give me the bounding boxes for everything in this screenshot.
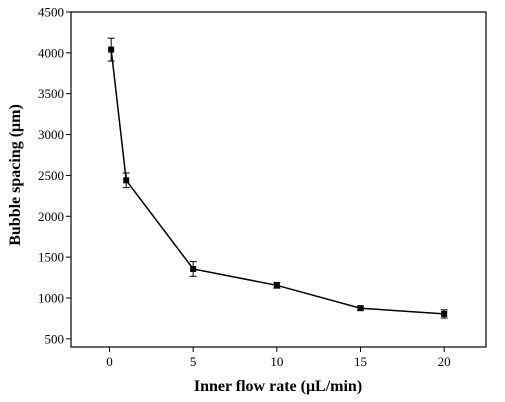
x-axis-label: Inner flow rate (μL/min) bbox=[194, 378, 362, 395]
data-point bbox=[123, 177, 130, 184]
y-tick-label: 2000 bbox=[38, 209, 64, 224]
y-axis-label: Bubble spacing (μm) bbox=[7, 104, 24, 246]
data-point bbox=[190, 265, 197, 272]
data-point bbox=[357, 305, 364, 312]
data-point bbox=[108, 46, 115, 53]
y-tick-label: 3000 bbox=[38, 127, 64, 142]
x-tick-label: 5 bbox=[190, 354, 197, 369]
y-tick-label: 4500 bbox=[38, 5, 64, 20]
data-point bbox=[441, 310, 448, 317]
plot-area: 500 1000 1500 2000 2500 3000 3500 4000 4500 0 5 10 1… bbox=[38, 5, 487, 369]
x-tick-label: 20 bbox=[438, 354, 451, 369]
x-tick-label: 10 bbox=[270, 354, 283, 369]
y-tick-label: 1000 bbox=[38, 290, 64, 305]
data-point bbox=[273, 282, 280, 289]
y-tick-label: 2500 bbox=[38, 168, 64, 183]
y-tick-label: 1500 bbox=[38, 250, 64, 265]
series-line bbox=[110, 49, 445, 315]
y-tick-label: 4000 bbox=[38, 45, 64, 60]
plot-frame bbox=[70, 11, 487, 348]
x-tick-label: 0 bbox=[106, 354, 113, 369]
x-tick-label: 15 bbox=[354, 354, 367, 369]
y-tick-label: 500 bbox=[45, 331, 65, 346]
y-tick-label: 3500 bbox=[38, 86, 64, 101]
